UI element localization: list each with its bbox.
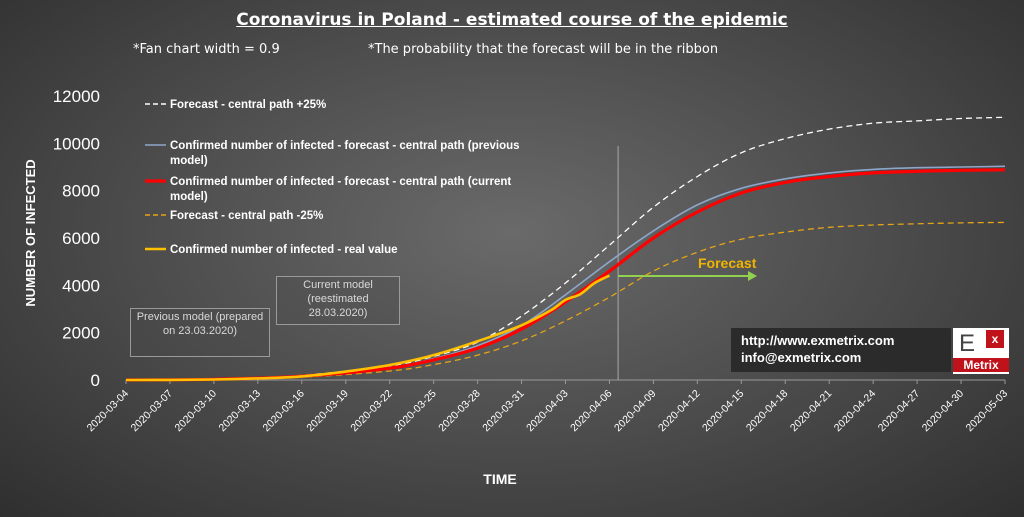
current-model-callout: Current model (reestimated 28.03.2020) — [276, 276, 400, 325]
x-tick-label: 2020-04-12 — [656, 388, 703, 435]
x-axis-label: TIME — [483, 471, 516, 487]
y-tick-label: 6000 — [62, 229, 100, 248]
legend-label: Confirmed number of infected - real valu… — [170, 244, 397, 256]
previous-model-callout-text: Previous model (prepared on 23.03.2020) — [136, 311, 264, 337]
previous-model-callout: Previous model (prepared on 23.03.2020) — [130, 308, 270, 357]
forecast-arrow-head — [748, 271, 757, 281]
x-tick-label: 2020-03-13 — [217, 388, 264, 435]
exmetrix-logo: E x Metrix — [953, 328, 1009, 374]
x-tick-label: 2020-03-16 — [260, 388, 307, 435]
x-tick-label: 2020-04-30 — [920, 388, 967, 435]
x-tick-label: 2020-03-25 — [392, 388, 439, 435]
x-tick-label: 2020-03-10 — [173, 388, 220, 435]
series-line-4 — [125, 221, 1006, 381]
y-tick-label: 12000 — [53, 87, 100, 106]
x-tick-label: 2020-03-04 — [85, 388, 132, 435]
x-tick-label: 2020-05-03 — [964, 388, 1011, 435]
series-line-5 — [125, 274, 611, 382]
x-tick-label: 2020-03-28 — [436, 388, 483, 435]
contact-box: http://www.exmetrix.com info@exmetrix.co… — [731, 328, 951, 372]
x-tick-label: 2020-03-22 — [348, 388, 395, 435]
x-tick-label: 2020-04-09 — [612, 388, 659, 435]
y-tick-label: 4000 — [62, 276, 100, 295]
x-tick-label: 2020-03-31 — [480, 388, 527, 435]
x-tick-label: 2020-04-24 — [832, 388, 879, 435]
x-tick-label: 2020-03-19 — [304, 388, 351, 435]
legend-layer: Forecast - central path +25% Confirmed nu… — [145, 99, 520, 256]
website-link[interactable]: http://www.exmetrix.com — [741, 333, 895, 348]
legend-label: Forecast - central path -25% — [170, 210, 323, 222]
logo-x: x — [986, 330, 1004, 348]
y-tick-label: 0 — [91, 371, 100, 390]
x-tick-label: 2020-04-21 — [788, 388, 835, 435]
y-axis-label: NUMBER OF INFECTED — [23, 159, 38, 306]
probability-note: *The probability that the forecast will … — [368, 42, 719, 57]
legend-label: Forecast - central path +25% — [170, 99, 326, 111]
logo-metrix: Metrix — [953, 358, 1009, 372]
x-tick-label: 2020-04-18 — [744, 388, 791, 435]
x-tick-label: 2020-03-07 — [129, 388, 176, 435]
y-tick-label: 2000 — [62, 324, 100, 343]
legend-label: Confirmed number of infected - forecast … — [170, 140, 520, 152]
legend-label: model) — [170, 191, 208, 203]
fan-width-note: *Fan chart width = 0.9 — [133, 42, 280, 57]
chart-title: Coronavirus in Poland - estimated course… — [236, 10, 788, 30]
y-tick-label: 10000 — [53, 134, 100, 153]
line-layer — [125, 116, 1006, 382]
logo-e: E — [959, 330, 976, 357]
x-tick-label: 2020-04-27 — [876, 388, 923, 435]
x-tick-label: 2020-04-06 — [568, 388, 615, 435]
y-tick-label: 8000 — [62, 182, 100, 201]
x-tick-label: 2020-04-15 — [700, 388, 747, 435]
legend-label: model) — [170, 155, 208, 167]
forecast-label: Forecast — [698, 255, 757, 271]
email-link[interactable]: info@exmetrix.com — [741, 350, 862, 365]
legend-label: Confirmed number of infected - forecast … — [170, 176, 511, 188]
x-tick-label: 2020-04-03 — [524, 388, 571, 435]
current-model-callout-text: Current model (reestimated 28.03.2020) — [303, 279, 373, 319]
